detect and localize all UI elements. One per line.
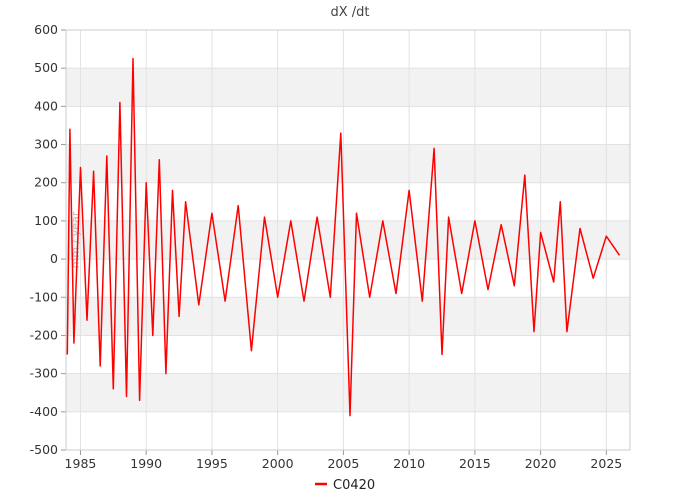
x-tick-label: 2010 (393, 456, 425, 471)
x-tick-label: 2015 (459, 456, 491, 471)
y-tick-label: -200 (30, 327, 58, 342)
x-tick-label: 1995 (196, 456, 228, 471)
grid-band (66, 297, 630, 336)
chart-title: dX /dt (330, 5, 369, 20)
x-tick-label: 2000 (262, 456, 294, 471)
grid-band (66, 68, 630, 107)
y-tick-label: 400 (34, 98, 58, 113)
grid-band (66, 220, 630, 260)
x-tick-label: 2020 (525, 456, 557, 471)
x-tick-label: 1990 (130, 456, 162, 471)
x-tick-label: 2025 (590, 456, 622, 471)
y-tick-label: -300 (30, 366, 58, 381)
y-tick-label: 600 (34, 22, 58, 37)
series-line (66, 57, 621, 417)
y-tick-labels: -500 -400 -300 -200 -100 0 100 200 300 400 500 600 (30, 22, 58, 457)
x-tick-label: 1985 (65, 456, 97, 471)
grid-band (66, 373, 630, 412)
x-tick-labels: 1985 1990 1995 2000 2005 2010 2015 2020 2025 (65, 456, 623, 471)
y-tick-label: -500 (30, 442, 58, 457)
y-tick-label: 500 (34, 60, 58, 75)
y-tick-label: 200 (34, 175, 58, 190)
grid-band (66, 144, 630, 183)
y-tick-label: 100 (34, 213, 58, 228)
y-tick-label: -400 (30, 404, 58, 419)
legend-label: C0420 (333, 478, 375, 493)
x-tick-label: 2005 (327, 456, 359, 471)
y-tick-label: -100 (30, 289, 58, 304)
legend[interactable]: C0420 (315, 478, 375, 493)
plot-area-border (65, 29, 631, 451)
y-tick-label: 300 (34, 137, 58, 152)
y-tick-label: 0 (50, 251, 58, 266)
series-group (66, 57, 621, 417)
